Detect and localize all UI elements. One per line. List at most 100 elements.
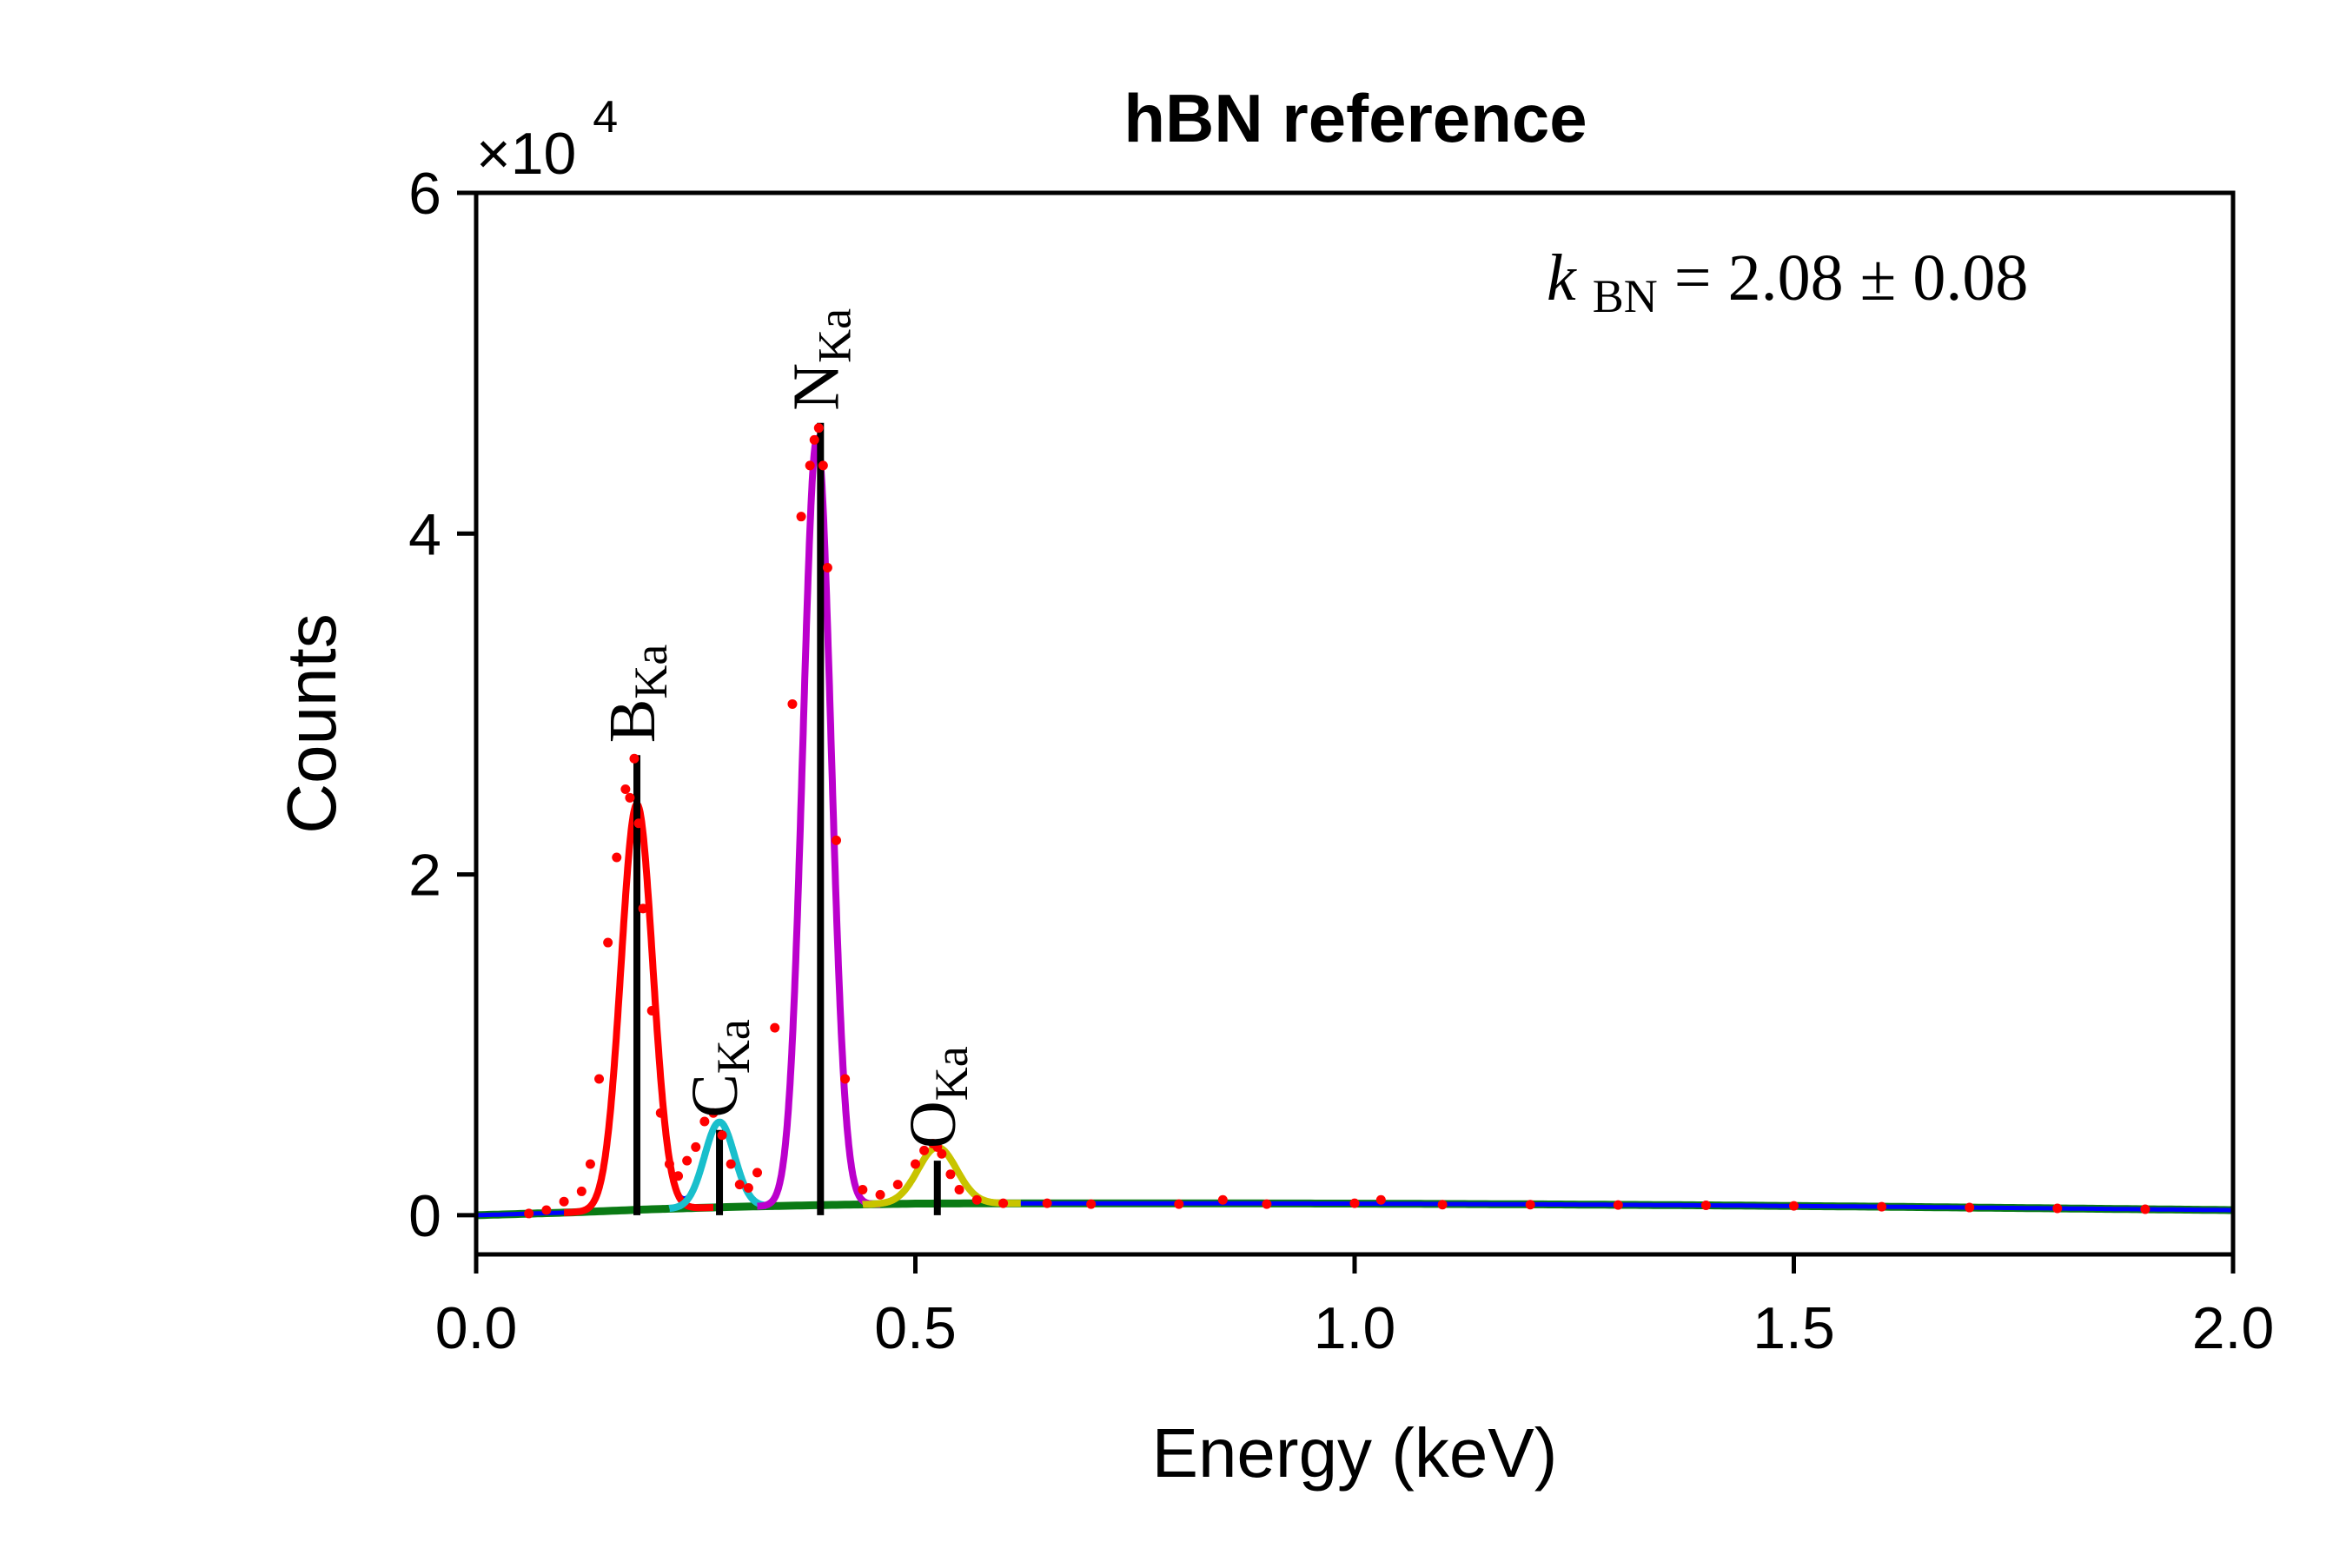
measured-point xyxy=(752,1168,763,1178)
measured-point xyxy=(638,903,648,914)
measured-point xyxy=(832,835,842,845)
measured-point xyxy=(809,434,819,445)
measured-point xyxy=(840,1074,851,1084)
measured-point xyxy=(655,1108,666,1118)
k-factor-subscript: BN xyxy=(1593,270,1658,322)
y-axis: 0 2 4 6 xyxy=(408,161,476,1249)
measured-point xyxy=(1525,1200,1535,1210)
measured-point xyxy=(717,1130,727,1141)
peak-label-subscript: Ka xyxy=(625,645,677,699)
measured-point xyxy=(1217,1194,1228,1205)
x-tick-label: 1.5 xyxy=(1753,1295,1835,1361)
measured-point xyxy=(954,1184,964,1194)
measured-point xyxy=(971,1194,982,1205)
measured-point xyxy=(2140,1204,2150,1214)
y-axis-label: Counts xyxy=(273,613,350,833)
measured-point xyxy=(1349,1198,1360,1208)
measured-point xyxy=(629,753,640,764)
measured-point xyxy=(633,818,644,829)
measured-point xyxy=(858,1184,868,1194)
x-axis: 0.0 0.5 1.0 1.5 2.0 xyxy=(435,1254,2275,1361)
measured-point xyxy=(699,1116,710,1127)
measured-point xyxy=(612,852,622,863)
plot-area xyxy=(476,422,2233,1220)
peak-label-subscript: Ka xyxy=(707,1019,759,1074)
measured-point xyxy=(585,1159,595,1169)
measured-point xyxy=(805,460,815,471)
measured-point xyxy=(813,423,824,433)
x-tick-label: 2.0 xyxy=(2192,1295,2275,1361)
measured-point xyxy=(1965,1202,1975,1213)
measured-point xyxy=(1375,1194,1386,1205)
measured-point xyxy=(646,1006,657,1016)
peak-label-subscript: Ka xyxy=(808,308,860,363)
measured-point xyxy=(673,1171,684,1181)
x-tick-label: 0.5 xyxy=(874,1295,957,1361)
measured-point xyxy=(1174,1199,1184,1209)
measured-point xyxy=(1789,1201,1799,1211)
k-factor-annotation: k BN = 2.08 ± 0.08 xyxy=(1547,241,2028,327)
y-tick-label: 2 xyxy=(408,843,441,909)
measured-point xyxy=(822,563,832,573)
measured-point xyxy=(682,1155,693,1166)
measured-point xyxy=(576,1186,586,1196)
measured-point xyxy=(691,1141,701,1152)
peak-label-element: B xyxy=(596,699,669,744)
chart-title: hBN reference xyxy=(1123,80,1587,156)
y-tick-label: 6 xyxy=(408,161,441,227)
peak-label-element: C xyxy=(679,1074,752,1118)
measured-point xyxy=(875,1189,885,1200)
measured-point xyxy=(937,1148,947,1159)
y-tick-label: 4 xyxy=(408,501,441,567)
measured-point xyxy=(524,1208,534,1219)
peak-label-subscript: Ka xyxy=(925,1046,978,1101)
measured-point xyxy=(796,512,806,522)
y-tick-label: 0 xyxy=(408,1183,441,1249)
y-axis-multiplier-base: ×10 xyxy=(476,121,576,187)
measured-point xyxy=(620,784,631,795)
measured-point xyxy=(2052,1203,2063,1214)
component-line-c xyxy=(668,1118,767,1212)
k-factor-value: = 2.08 ± 0.08 xyxy=(1674,241,2029,314)
measured-point xyxy=(594,1074,605,1084)
measured-point xyxy=(919,1145,930,1155)
measured-point xyxy=(1877,1201,1887,1212)
peak-label-b: BKa xyxy=(596,645,677,744)
measured-point xyxy=(1086,1199,1097,1209)
measured-point xyxy=(726,1159,736,1169)
measured-point xyxy=(708,1108,719,1118)
measured-point xyxy=(603,937,613,948)
measured-point xyxy=(743,1183,753,1194)
measured-point xyxy=(625,792,635,803)
measured-point xyxy=(787,698,798,709)
x-tick-label: 0.0 xyxy=(435,1295,518,1361)
measured-point xyxy=(734,1180,745,1190)
peak-label-n: NKa xyxy=(779,308,860,411)
peak-label-element: O xyxy=(897,1101,970,1148)
measured-point xyxy=(559,1196,569,1207)
x-axis-label: Energy (keV) xyxy=(1152,1414,1558,1492)
measured-point xyxy=(998,1198,1009,1208)
measured-point xyxy=(911,1159,920,1169)
measured-point xyxy=(1613,1200,1623,1210)
measured-point xyxy=(541,1205,552,1215)
measured-point xyxy=(818,460,828,471)
peak-label-element: N xyxy=(779,363,852,411)
measured-point xyxy=(932,1141,943,1152)
y-axis-multiplier-exponent: 4 xyxy=(593,92,618,142)
peak-label-c: CKa xyxy=(679,1019,759,1118)
measured-point xyxy=(892,1180,903,1190)
k-factor-symbol: k xyxy=(1547,241,1577,314)
measured-point xyxy=(1437,1200,1448,1210)
measured-point xyxy=(1262,1199,1272,1209)
y-axis-multiplier: ×10 4 xyxy=(476,92,618,187)
peak-label-o: OKa xyxy=(897,1046,978,1148)
measured-point xyxy=(1042,1198,1052,1208)
measured-point xyxy=(945,1169,956,1180)
x-tick-label: 1.0 xyxy=(1314,1295,1396,1361)
measured-point xyxy=(1700,1201,1711,1211)
measured-point xyxy=(770,1022,780,1033)
